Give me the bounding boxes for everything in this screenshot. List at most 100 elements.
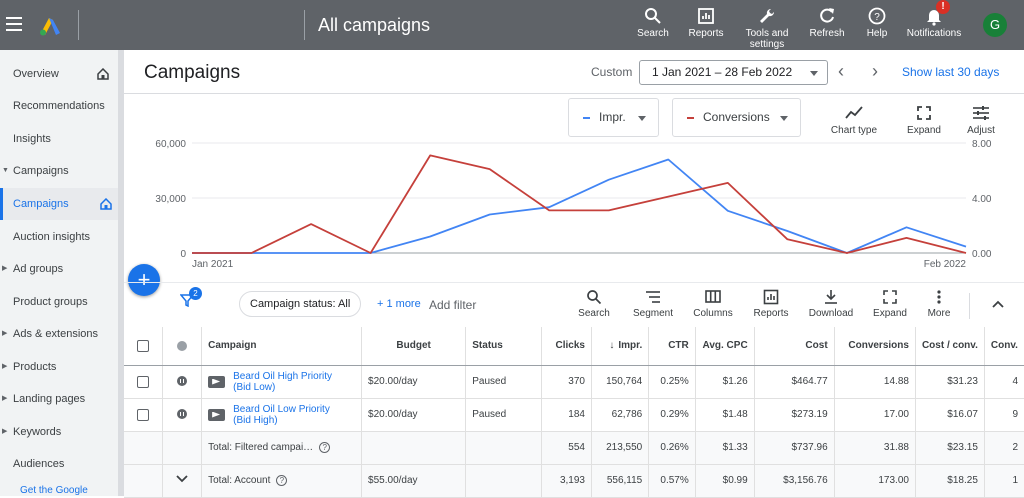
sidebar-item-recommendations[interactable]: Recommendations	[0, 90, 118, 122]
y-right-tick-label: 8.00	[972, 139, 992, 150]
campaign-link[interactable]: Beard Oil High Priority (Bid Low)	[233, 371, 332, 393]
sidebar-item-overview[interactable]: Overview	[0, 58, 118, 90]
avg-cpc-cell: $1.33	[695, 431, 755, 465]
caret-right-icon: ▶	[2, 363, 8, 370]
shopping-campaign-icon	[208, 408, 226, 421]
sidebar-item-ads-extensions[interactable]: ▶ Ads & extensions	[0, 318, 118, 350]
sidebar-item-campaigns-group[interactable]: ▼ Campaigns	[0, 155, 118, 187]
sidebar-item-label: Overview	[13, 68, 59, 80]
refresh-button[interactable]: Refresh	[806, 5, 848, 39]
search-button[interactable]: Search	[633, 5, 673, 39]
download-button[interactable]: Download	[807, 289, 855, 319]
paused-icon[interactable]	[177, 376, 188, 387]
next-period-button[interactable]: ›	[872, 61, 878, 81]
campaign-status-filter-chip[interactable]: Campaign status: All	[239, 291, 362, 317]
col-header-clicks[interactable]: Clicks	[541, 327, 592, 366]
clicks-cell: 3,193	[541, 464, 592, 498]
main-content: Campaigns Custom 1 Jan 2021 – 28 Feb 202…	[124, 50, 1024, 498]
dropdown-arrow-icon	[638, 116, 646, 121]
tools-settings-button[interactable]: Tools and settings	[741, 5, 793, 50]
col-header-status[interactable]: Status	[465, 327, 542, 366]
chevron-up-icon[interactable]	[991, 297, 1005, 311]
date-range-picker[interactable]: 1 Jan 2021 – 28 Feb 2022	[639, 60, 828, 85]
add-campaign-button[interactable]: +	[128, 264, 160, 296]
chart-type-button[interactable]: Chart type	[828, 105, 880, 136]
bell-icon	[927, 10, 941, 26]
more-filters-link[interactable]: + 1 more	[377, 298, 421, 310]
y-right-tick-label: 4.00	[972, 194, 992, 205]
budget-cell[interactable]: $20.00/day	[361, 398, 467, 432]
help-icon[interactable]: ?	[276, 475, 288, 486]
more-button[interactable]: More	[924, 289, 954, 319]
table-expand-button[interactable]: Expand	[872, 289, 908, 319]
caret-down-icon: ▼	[2, 167, 9, 174]
status-cell: Paused	[465, 398, 542, 432]
expand-icon	[917, 106, 931, 120]
select-all-checkbox[interactable]	[137, 339, 150, 352]
help-icon[interactable]: ?	[319, 442, 331, 453]
cost-cell: $273.19	[754, 398, 835, 432]
wrench-icon	[760, 8, 775, 23]
segment-icon	[646, 291, 660, 303]
sidebar-item-campaigns[interactable]: Campaigns	[0, 188, 118, 220]
show-last-30-days-link[interactable]: Show last 30 days	[902, 65, 1000, 79]
col-header-cost-per-conv[interactable]: Cost / conv.	[915, 327, 985, 366]
col-header-budget[interactable]: Budget	[361, 327, 467, 366]
row-checkbox[interactable]	[137, 375, 150, 388]
col-header-conversions[interactable]: Conversions	[834, 327, 916, 366]
performance-chart: 60,000 30,000 0 8.00 4.00 0.00 Jan 2021 Feb 202…	[124, 136, 1024, 286]
paused-icon[interactable]	[177, 409, 188, 420]
menu-icon[interactable]	[6, 17, 22, 31]
sidebar-scrollbar[interactable]	[118, 50, 124, 496]
table-search-button[interactable]: Search	[576, 289, 612, 319]
sidebar-item-product-groups[interactable]: Product groups	[0, 286, 118, 318]
campaign-link[interactable]: Beard Oil Low Priority (Bid High)	[233, 404, 330, 426]
row-checkbox[interactable]	[137, 408, 150, 421]
status-cell	[465, 464, 542, 498]
total-filtered-row: Total: Filtered campai…? 554 213,550 0.2…	[124, 431, 1024, 465]
conv-cell: 1	[984, 464, 1024, 498]
avg-cpc-cell: $0.99	[695, 464, 755, 498]
chart-type-icon	[845, 106, 863, 119]
sidebar-item-insights[interactable]: Insights	[0, 123, 118, 155]
add-filter-button[interactable]: Add filter	[429, 298, 477, 312]
col-header-cost[interactable]: Cost	[754, 327, 835, 366]
previous-period-button[interactable]: ‹	[838, 61, 844, 81]
google-ads-logo[interactable]	[38, 14, 62, 36]
sidebar-item-ad-groups[interactable]: ▶ Ad groups	[0, 253, 118, 285]
sidebar-item-landing-pages[interactable]: ▶ Landing pages	[0, 383, 118, 415]
reports-button[interactable]: Reports	[686, 5, 726, 39]
sidebar-item-label: Keywords	[13, 426, 62, 438]
metric-selector-conversions[interactable]: Conversions	[672, 98, 801, 137]
x-tick-label-end: Feb 2022	[924, 259, 967, 270]
help-button[interactable]: ? Help	[862, 5, 892, 39]
total-account-row: Total: Account? $55.00/day 3,193 556,115…	[124, 464, 1024, 498]
budget-cell[interactable]: $20.00/day	[361, 365, 467, 399]
col-header-ctr[interactable]: CTR	[648, 327, 696, 366]
sidebar-item-products[interactable]: ▶ Products	[0, 351, 118, 383]
filter-count-badge: 2	[189, 287, 202, 300]
columns-button[interactable]: Columns	[691, 289, 735, 319]
sidebar-item-auction-insights[interactable]: Auction insights	[0, 221, 118, 253]
col-header-avg-cpc[interactable]: Avg. CPC	[695, 327, 755, 366]
reports-label: Reports	[688, 28, 724, 39]
col-header-conv[interactable]: Conv.	[984, 327, 1024, 366]
table-reports-button[interactable]: Reports	[751, 289, 791, 319]
notifications-button[interactable]: Notifications	[903, 5, 965, 39]
avatar[interactable]: G	[983, 13, 1007, 37]
segment-button[interactable]: Segment	[631, 289, 675, 319]
metric-selector-impressions[interactable]: Impr.	[568, 98, 659, 137]
clicks-cell: 554	[541, 431, 592, 465]
empty-cell	[124, 431, 164, 465]
total-account-label: Total: Account	[208, 475, 271, 486]
status-dot-header	[162, 327, 203, 366]
chart-expand-button[interactable]: Expand	[906, 105, 942, 136]
chevron-down-icon[interactable]	[175, 474, 189, 484]
col-header-campaign[interactable]: Campaign	[201, 327, 363, 366]
chart-adjust-button[interactable]: Adjust	[964, 105, 998, 136]
sidebar-item-audiences[interactable]: Audiences	[0, 448, 118, 480]
sort-desc-icon: ↓	[609, 340, 615, 352]
sidebar-footer-link[interactable]: Get the Google	[20, 485, 88, 496]
col-header-impr[interactable]: ↓ Impr.	[591, 327, 650, 366]
sidebar-item-keywords[interactable]: ▶ Keywords	[0, 416, 118, 448]
